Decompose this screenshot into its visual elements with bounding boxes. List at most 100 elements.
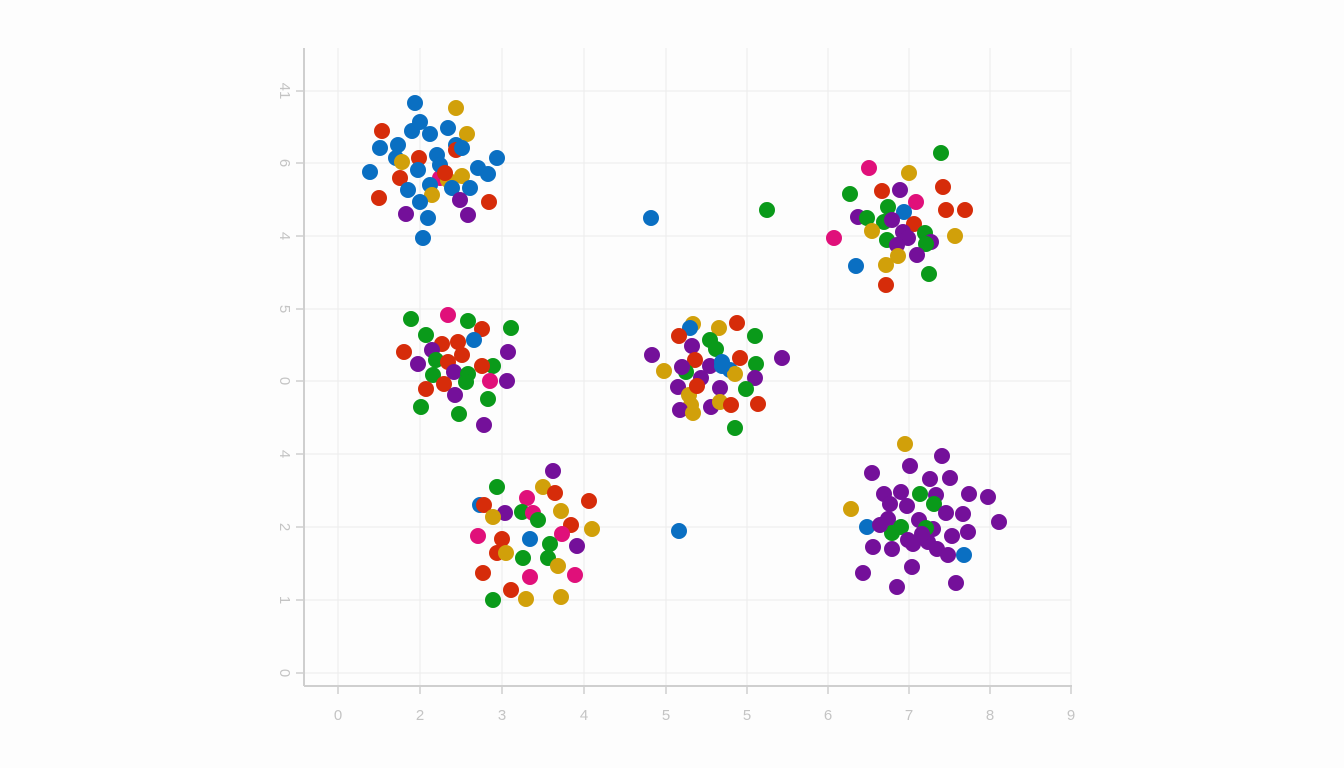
data-point-red <box>475 565 491 581</box>
data-point-purple <box>940 547 956 563</box>
data-point-green <box>413 399 429 415</box>
data-point-green <box>912 486 928 502</box>
x-tick-label: 3 <box>498 707 506 724</box>
data-point-blue <box>362 164 378 180</box>
data-point-purple <box>672 402 688 418</box>
data-point-purple <box>410 356 426 372</box>
data-point-blue <box>489 150 505 166</box>
data-point-green <box>503 320 519 336</box>
data-point-purple <box>712 380 728 396</box>
data-point-red <box>450 334 466 350</box>
data-point-blue <box>422 126 438 142</box>
data-point-purple <box>644 347 660 363</box>
data-point-purple <box>460 207 476 223</box>
data-point-blue <box>643 210 659 226</box>
data-point-purple <box>902 458 918 474</box>
data-point-gold <box>448 100 464 116</box>
data-point-red <box>436 376 452 392</box>
data-point-blue <box>896 204 912 220</box>
data-point-green <box>921 266 937 282</box>
data-point-green <box>403 311 419 327</box>
data-point-green <box>480 391 496 407</box>
data-point-blue <box>415 230 431 246</box>
data-point-purple <box>865 539 881 555</box>
data-point-gold <box>878 257 894 273</box>
data-point-red <box>371 190 387 206</box>
data-point-gold <box>584 521 600 537</box>
data-point-green <box>485 358 501 374</box>
data-point-purple <box>569 538 585 554</box>
data-point-blue <box>390 137 406 153</box>
data-point-gold <box>424 187 440 203</box>
data-point-purple <box>872 517 888 533</box>
data-point-gold <box>454 168 470 184</box>
x-tick-label: 5 <box>662 707 670 724</box>
data-point-red <box>687 352 703 368</box>
data-point-purple <box>452 192 468 208</box>
x-tick-label: 7 <box>905 707 913 724</box>
data-point-magenta <box>861 160 877 176</box>
data-point-red <box>878 277 894 293</box>
data-point-red <box>437 165 453 181</box>
data-point-green <box>727 420 743 436</box>
data-point-purple <box>882 496 898 512</box>
data-point-red <box>418 381 434 397</box>
data-point-gold <box>553 503 569 519</box>
data-point-gold <box>843 501 859 517</box>
data-point-purple <box>955 506 971 522</box>
data-point-green <box>933 145 949 161</box>
data-point-red <box>723 397 739 413</box>
data-point-blue <box>372 140 388 156</box>
data-point-green <box>918 236 934 252</box>
data-point-red <box>474 321 490 337</box>
data-point-blue <box>480 166 496 182</box>
data-point-gold <box>518 591 534 607</box>
data-point-purple <box>904 559 920 575</box>
data-point-purple <box>942 470 958 486</box>
data-point-purple <box>893 484 909 500</box>
x-tick-label: 9 <box>1067 707 1075 724</box>
y-axis-ticks: 0 1 2 4 0 5 4 6 41 <box>276 83 304 677</box>
data-point-green <box>748 356 764 372</box>
data-point-gold <box>727 366 743 382</box>
data-point-gold <box>498 545 514 561</box>
data-point-magenta <box>482 373 498 389</box>
data-point-purple <box>899 498 915 514</box>
data-point-purple <box>961 486 977 502</box>
data-point-purple <box>774 350 790 366</box>
data-point-red <box>494 531 510 547</box>
data-point-green <box>842 186 858 202</box>
data-point-blue <box>407 95 423 111</box>
data-point-red <box>874 183 890 199</box>
data-point-blue <box>420 210 436 226</box>
data-point-red <box>374 123 390 139</box>
data-point-red <box>732 350 748 366</box>
data-point-red <box>474 358 490 374</box>
data-point-red <box>581 493 597 509</box>
data-point-gold <box>553 589 569 605</box>
data-point-purple <box>674 359 690 375</box>
data-point-red <box>396 344 412 360</box>
data-point-red <box>935 179 951 195</box>
data-point-blue <box>848 258 864 274</box>
data-point-green <box>880 199 896 215</box>
data-point-gold <box>656 363 672 379</box>
data-point-blue <box>956 547 972 563</box>
data-point-magenta <box>554 526 570 542</box>
data-point-gold <box>864 223 880 239</box>
data-point-purple <box>922 471 938 487</box>
data-point-magenta <box>470 528 486 544</box>
data-point-magenta <box>440 307 456 323</box>
data-points <box>362 95 1007 608</box>
data-point-red <box>750 396 766 412</box>
data-point-purple <box>980 489 996 505</box>
data-point-purple <box>545 463 561 479</box>
data-point-purple <box>747 370 763 386</box>
data-point-green <box>428 352 444 368</box>
data-point-green <box>460 313 476 329</box>
data-point-magenta <box>826 230 842 246</box>
data-point-red <box>411 150 427 166</box>
data-point-gold <box>711 320 727 336</box>
data-point-purple <box>948 575 964 591</box>
